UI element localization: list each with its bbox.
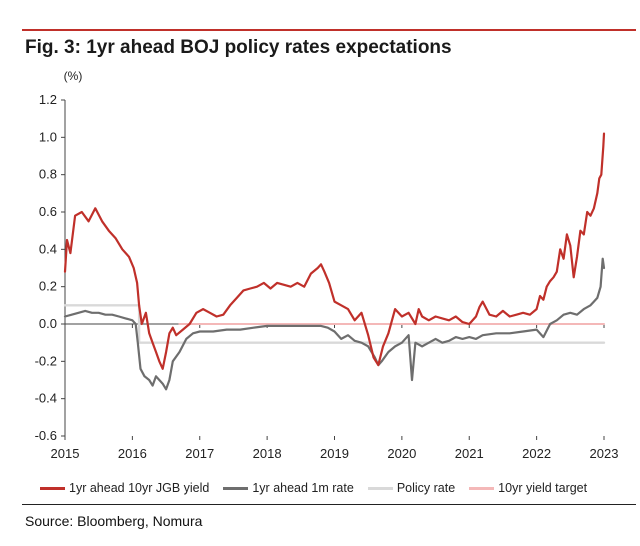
- x-tick-label: 2022: [522, 446, 551, 461]
- legend-label: 1yr ahead 10yr JGB yield: [69, 481, 210, 495]
- series-line-1: [63, 257, 606, 391]
- y-tick-label: 0.4: [39, 241, 57, 256]
- y-tick-label: 0.8: [39, 167, 57, 182]
- y-tick-label: -0.6: [35, 428, 57, 443]
- x-tick-label: 2017: [185, 446, 214, 461]
- x-tick-label: 2018: [253, 446, 282, 461]
- x-tick-label: 2023: [590, 446, 619, 461]
- legend-label: Policy rate: [396, 481, 456, 495]
- legend-swatch: [367, 486, 393, 490]
- chart-area: -0.6 -0.4 -0.2 0.0 0.2 0.4 0.6 0.8 1.0 1.2 (%) 2015…: [35, 69, 619, 461]
- legend-item: 10yr yield target: [469, 481, 587, 495]
- y-tick-label: 0.6: [39, 204, 57, 219]
- legend-item: 1yr ahead 1m rate: [223, 481, 354, 495]
- y-tick-label: -0.4: [35, 391, 57, 406]
- x-tick-label: 2015: [51, 446, 80, 461]
- chart-axes: -0.6 -0.4 -0.2 0.0 0.2 0.4 0.6 0.8 1.0 1.2 (%) 2015…: [35, 69, 619, 461]
- legend-swatch: [223, 486, 249, 490]
- x-tick-label: 2020: [387, 446, 416, 461]
- legend-item: 1yr ahead 10yr JGB yield: [40, 481, 209, 495]
- y-tick-label: -0.2: [35, 353, 57, 368]
- y-tick-label: 1.0: [39, 129, 57, 144]
- y-tick-label: 0.0: [39, 316, 57, 331]
- series-line-0: [63, 132, 606, 370]
- legend-label: 1yr ahead 1m rate: [252, 481, 354, 495]
- legend-swatch: [40, 486, 65, 490]
- chart-series-layer: [63, 132, 606, 391]
- x-tick-label: 2016: [118, 446, 147, 461]
- x-tick-label: 2021: [455, 446, 484, 461]
- source-rule: [22, 504, 636, 505]
- y-axis-unit-label: (%): [64, 69, 83, 83]
- title-rule: [22, 29, 636, 31]
- x-tick-label: 2019: [320, 446, 349, 461]
- legend-swatch: [469, 486, 495, 490]
- legend-item: Policy rate: [367, 481, 456, 495]
- legend-label: 10yr yield target: [498, 481, 588, 495]
- y-tick-label: 1.2: [39, 92, 57, 107]
- source-note: Source: Bloomberg, Nomura: [25, 513, 203, 529]
- series-line-2: [63, 304, 606, 344]
- chart-title: Fig. 3: 1yr ahead BOJ policy rates expec…: [25, 37, 452, 58]
- chart-legend: 1yr ahead 10yr JGB yield 1yr ahead 1m rat…: [40, 478, 636, 498]
- y-tick-label: 0.2: [39, 279, 57, 294]
